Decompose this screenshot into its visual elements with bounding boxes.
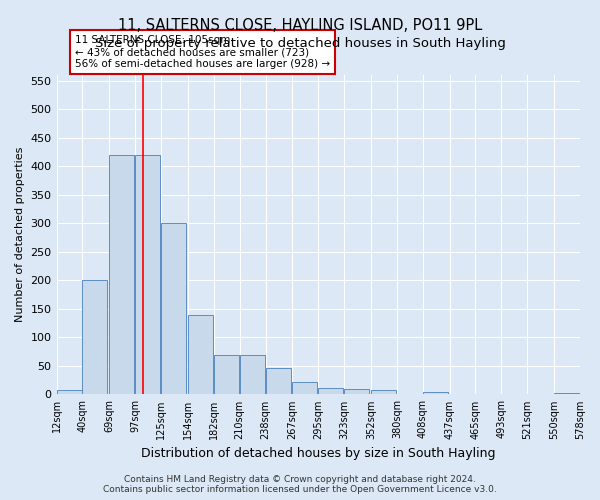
Bar xyxy=(56,390,82,394)
Bar xyxy=(188,314,213,394)
Text: Size of property relative to detached houses in South Hayling: Size of property relative to detached ho… xyxy=(95,38,505,51)
Y-axis label: Number of detached properties: Number of detached properties xyxy=(15,147,25,322)
Bar xyxy=(82,280,107,394)
Bar xyxy=(266,368,290,394)
Bar xyxy=(109,155,134,394)
X-axis label: Distribution of detached houses by size in South Hayling: Distribution of detached houses by size … xyxy=(141,447,496,460)
Bar xyxy=(318,388,343,394)
Bar xyxy=(161,224,186,394)
Bar xyxy=(135,155,160,394)
Bar xyxy=(423,392,448,394)
Text: 11, SALTERNS CLOSE, HAYLING ISLAND, PO11 9PL: 11, SALTERNS CLOSE, HAYLING ISLAND, PO11… xyxy=(118,18,482,32)
Bar xyxy=(214,354,239,395)
Bar xyxy=(239,354,265,395)
Bar xyxy=(554,392,579,394)
Bar xyxy=(292,382,317,394)
Text: Contains HM Land Registry data © Crown copyright and database right 2024.
Contai: Contains HM Land Registry data © Crown c… xyxy=(103,474,497,494)
Bar xyxy=(371,390,396,394)
Text: 11 SALTERNS CLOSE: 105sqm
← 43% of detached houses are smaller (723)
56% of semi: 11 SALTERNS CLOSE: 105sqm ← 43% of detac… xyxy=(75,36,330,68)
Bar xyxy=(344,388,369,394)
